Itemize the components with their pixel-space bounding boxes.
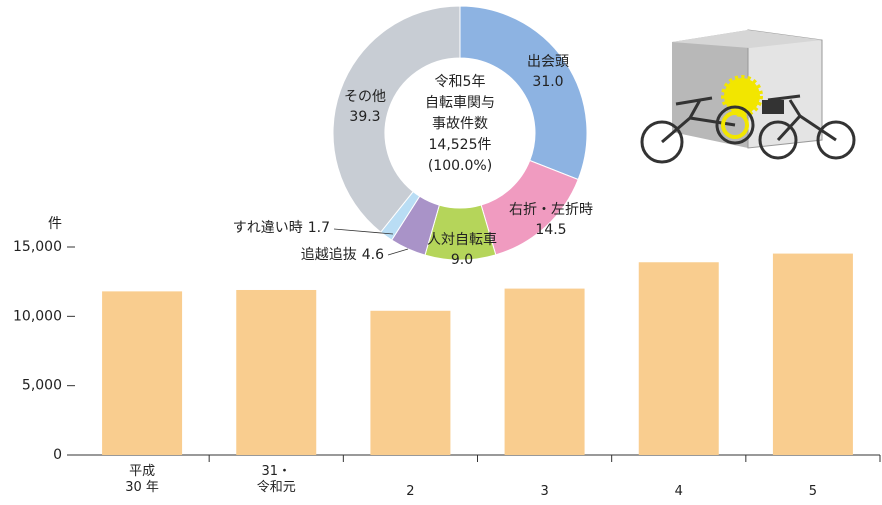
- bar: [370, 311, 450, 455]
- bar: [773, 254, 853, 455]
- x-tick-label: 4: [634, 484, 724, 500]
- y-axis-unit: 件: [48, 216, 62, 232]
- slice-value: 39.3: [349, 109, 380, 125]
- slice-category: その他: [344, 89, 386, 105]
- y-tick-label: 15,000: [13, 239, 62, 255]
- page: 件 0 5,000 10,000 15,000 令和5年自転車関与事故件数 14,525件 (…: [0, 0, 882, 505]
- center-label: 令和5年: [435, 74, 486, 90]
- slice-category: 追越追抜: [301, 247, 357, 263]
- center-label: 事故件数: [432, 116, 488, 132]
- slice-value: 9.0: [451, 252, 473, 268]
- bar: [639, 262, 719, 455]
- slice-value: 31.0: [532, 74, 563, 90]
- slice-category: 出会頭: [527, 54, 569, 70]
- chart: 件 0 5,000 10,000 15,000 令和5年自転車関与事故件数 14,525件 (…: [0, 0, 882, 505]
- x-tick-label: 31・ 令和元: [231, 464, 321, 496]
- slice-value: 14.5: [535, 222, 566, 238]
- bicycle-illustration: [642, 30, 854, 162]
- y-tick-label: 10,000: [13, 308, 62, 324]
- slice-label: すれ違い時 1.7: [233, 220, 330, 236]
- slice-category: 人対自転車: [427, 231, 497, 248]
- center-label: 14,525件: [429, 137, 492, 153]
- bar: [236, 290, 316, 455]
- center-label: (100.0%): [428, 158, 492, 174]
- slice-value: 1.7: [308, 220, 330, 236]
- bar: [505, 289, 585, 455]
- center-label: 自転車関与: [425, 94, 495, 111]
- x-tick-label: 平成 30 年: [97, 464, 187, 496]
- slice-value: 4.6: [362, 247, 384, 263]
- slice-category: すれ違い時: [233, 220, 303, 236]
- x-tick-label: 2: [365, 484, 455, 500]
- y-tick-label: 5,000: [22, 378, 62, 394]
- x-tick-label: 5: [768, 484, 858, 500]
- donut-slice: [460, 6, 587, 180]
- y-tick-label: 0: [53, 447, 62, 463]
- slice-label: 追越追抜 4.6: [301, 247, 384, 263]
- x-tick-label: 3: [500, 484, 590, 500]
- slice-category: 右折・左折時: [509, 202, 593, 218]
- bar: [102, 291, 182, 455]
- leader-line: [388, 249, 408, 255]
